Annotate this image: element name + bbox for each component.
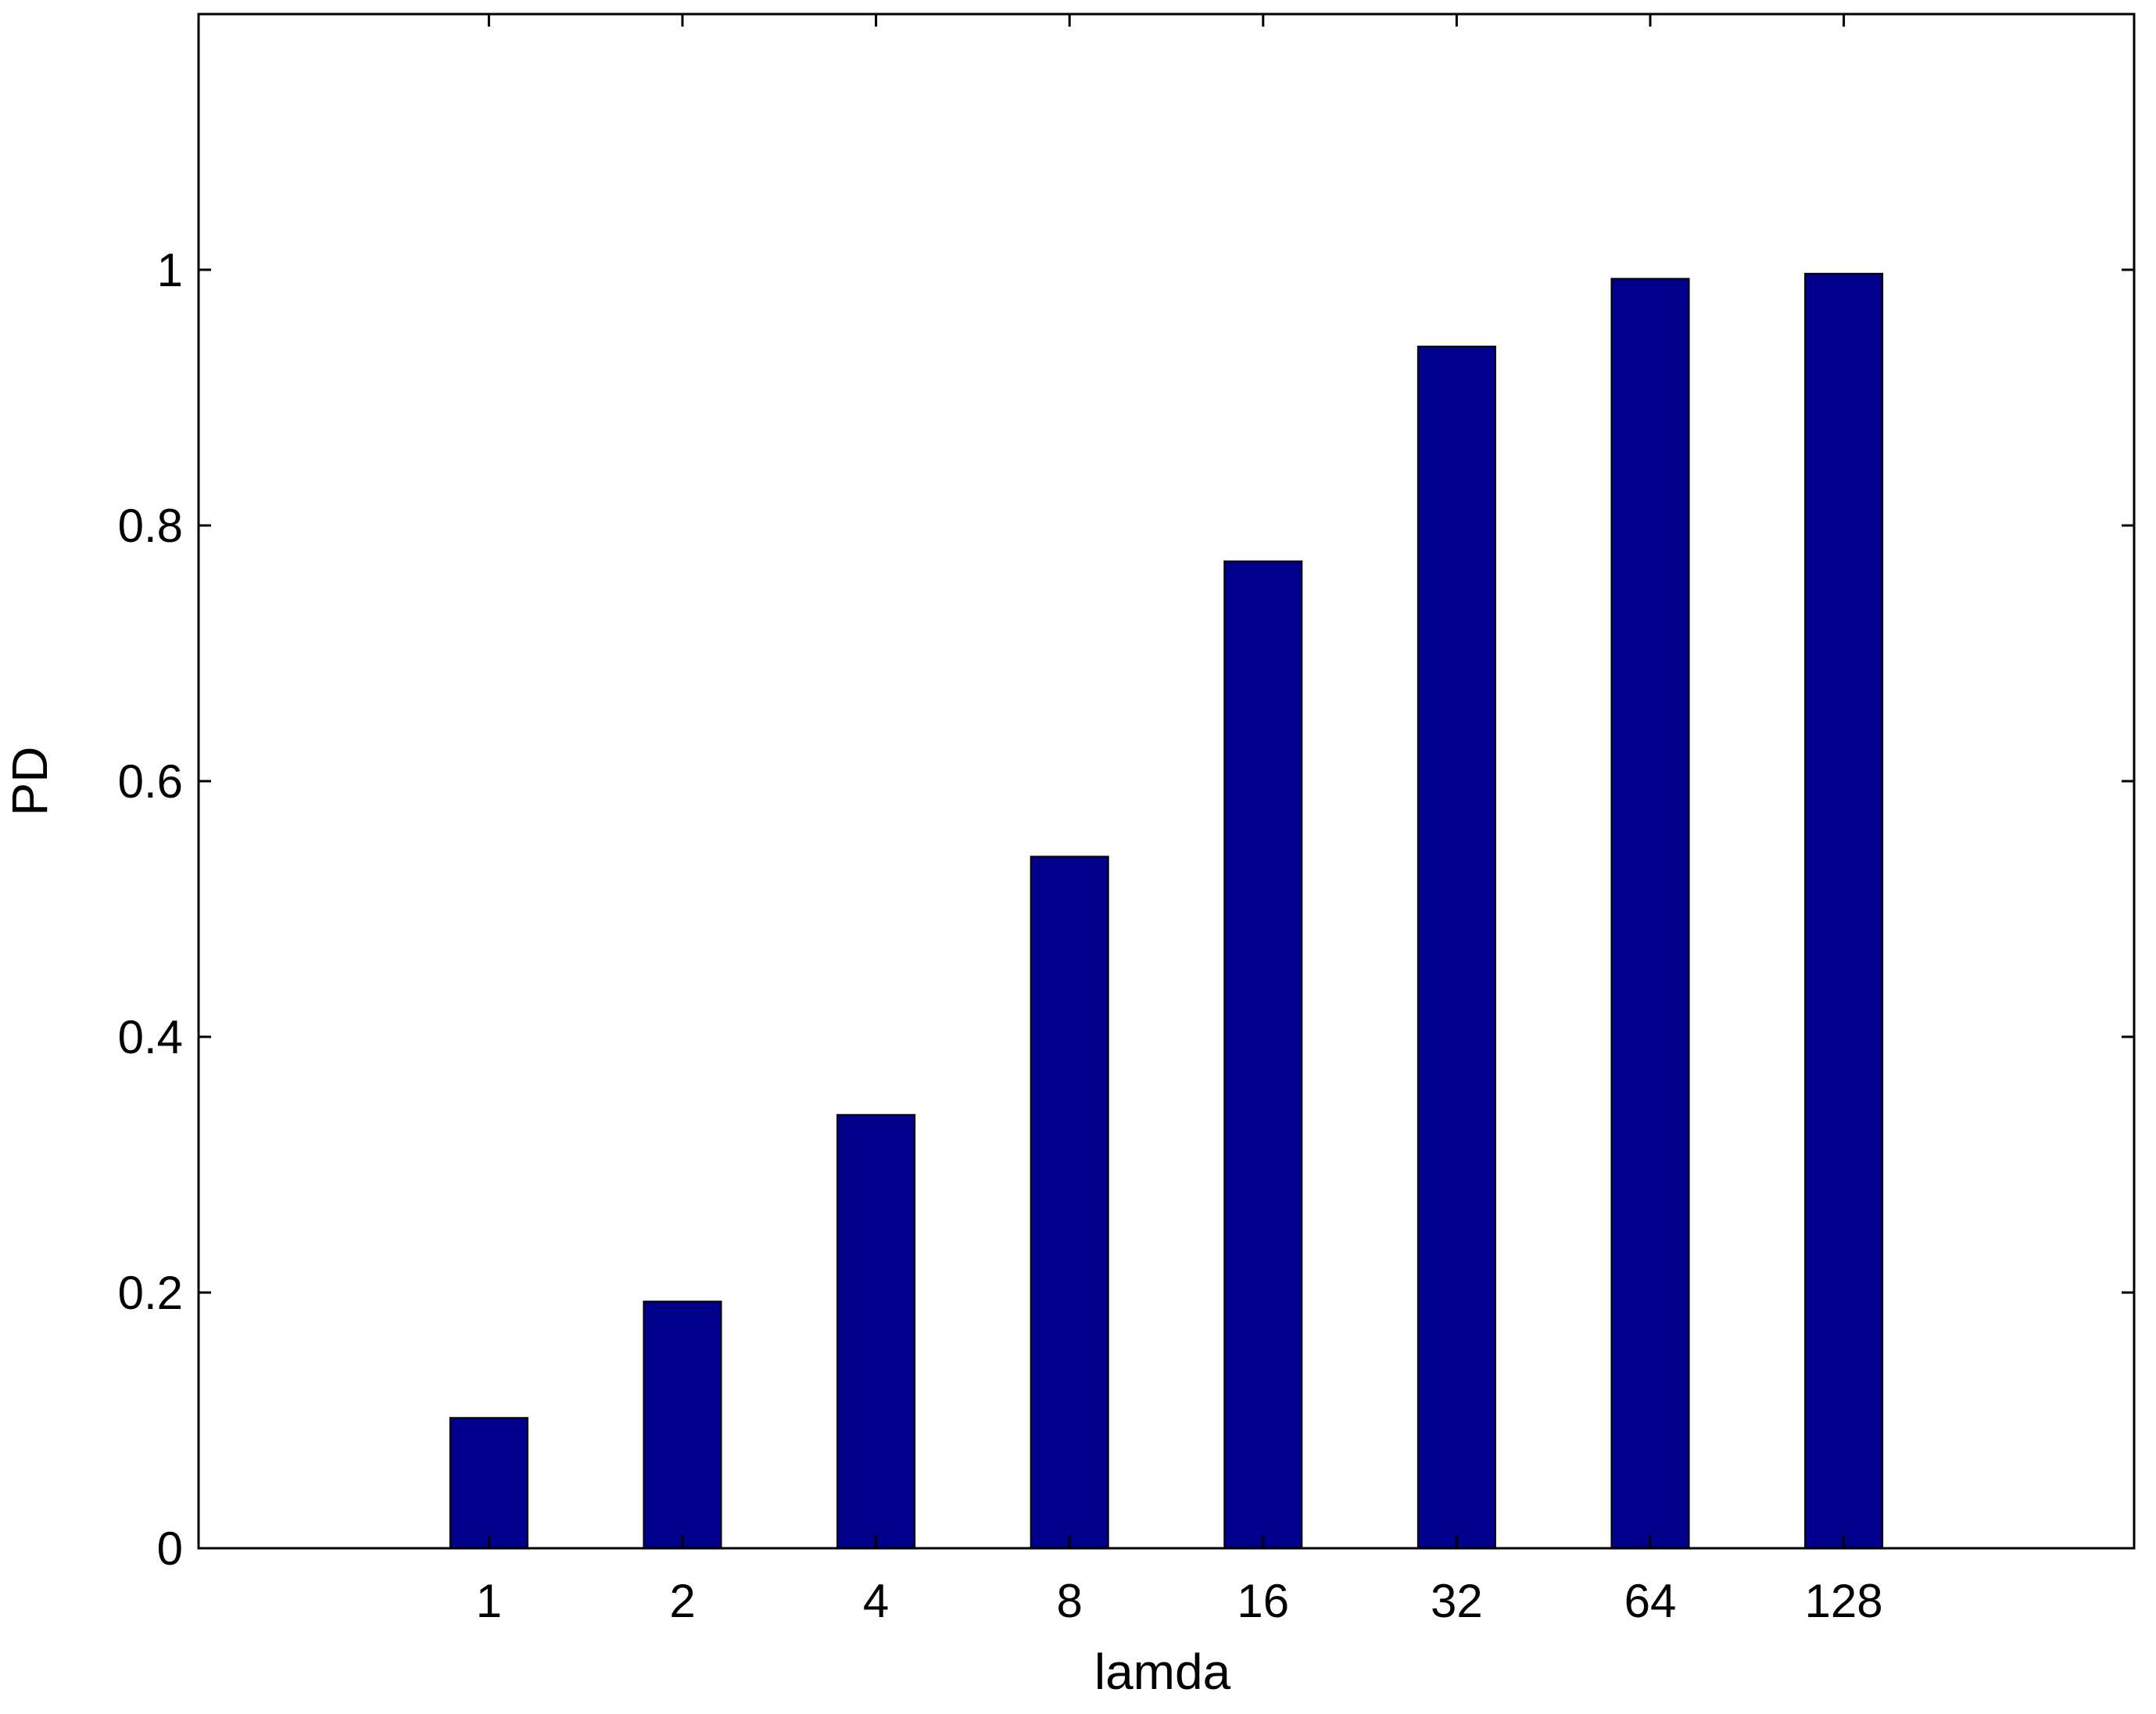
y-tick-label-1: 1 — [157, 244, 183, 296]
tick-labels-layer: 1 2 4 8 16 32 64 128 0 0.2 0.4 0.6 0.8 1 — [118, 244, 1883, 1627]
y-tick-label-0.4: 0.4 — [118, 1011, 183, 1063]
x-tick-label-128: 128 — [1805, 1575, 1883, 1627]
bar-8 — [1030, 855, 1109, 1549]
bar-32 — [1416, 346, 1496, 1550]
bar-64 — [1610, 278, 1690, 1550]
ticks-layer — [199, 14, 2134, 1550]
x-tick-label-16: 16 — [1237, 1575, 1289, 1627]
bar-4 — [836, 1113, 916, 1549]
y-tick-label-0.2: 0.2 — [118, 1267, 183, 1319]
bar-1 — [449, 1417, 528, 1549]
x-tick-label-2: 2 — [669, 1575, 695, 1627]
y-tick-label-0.8: 0.8 — [118, 500, 183, 552]
bars-layer — [449, 272, 1884, 1550]
bar-128 — [1804, 272, 1884, 1549]
y-tick-label-0.6: 0.6 — [118, 755, 183, 808]
x-axis-label: lamda — [1094, 1644, 1231, 1700]
x-tick-label-32: 32 — [1431, 1575, 1483, 1627]
x-tick-label-8: 8 — [1057, 1575, 1083, 1627]
x-tick-label-1: 1 — [476, 1575, 502, 1627]
bar-16 — [1223, 560, 1303, 1549]
x-tick-label-4: 4 — [863, 1575, 889, 1627]
x-tick-label-64: 64 — [1624, 1575, 1677, 1627]
bar-2 — [643, 1300, 722, 1549]
y-tick-label-0: 0 — [157, 1522, 183, 1575]
y-axis-label: PD — [2, 747, 58, 816]
